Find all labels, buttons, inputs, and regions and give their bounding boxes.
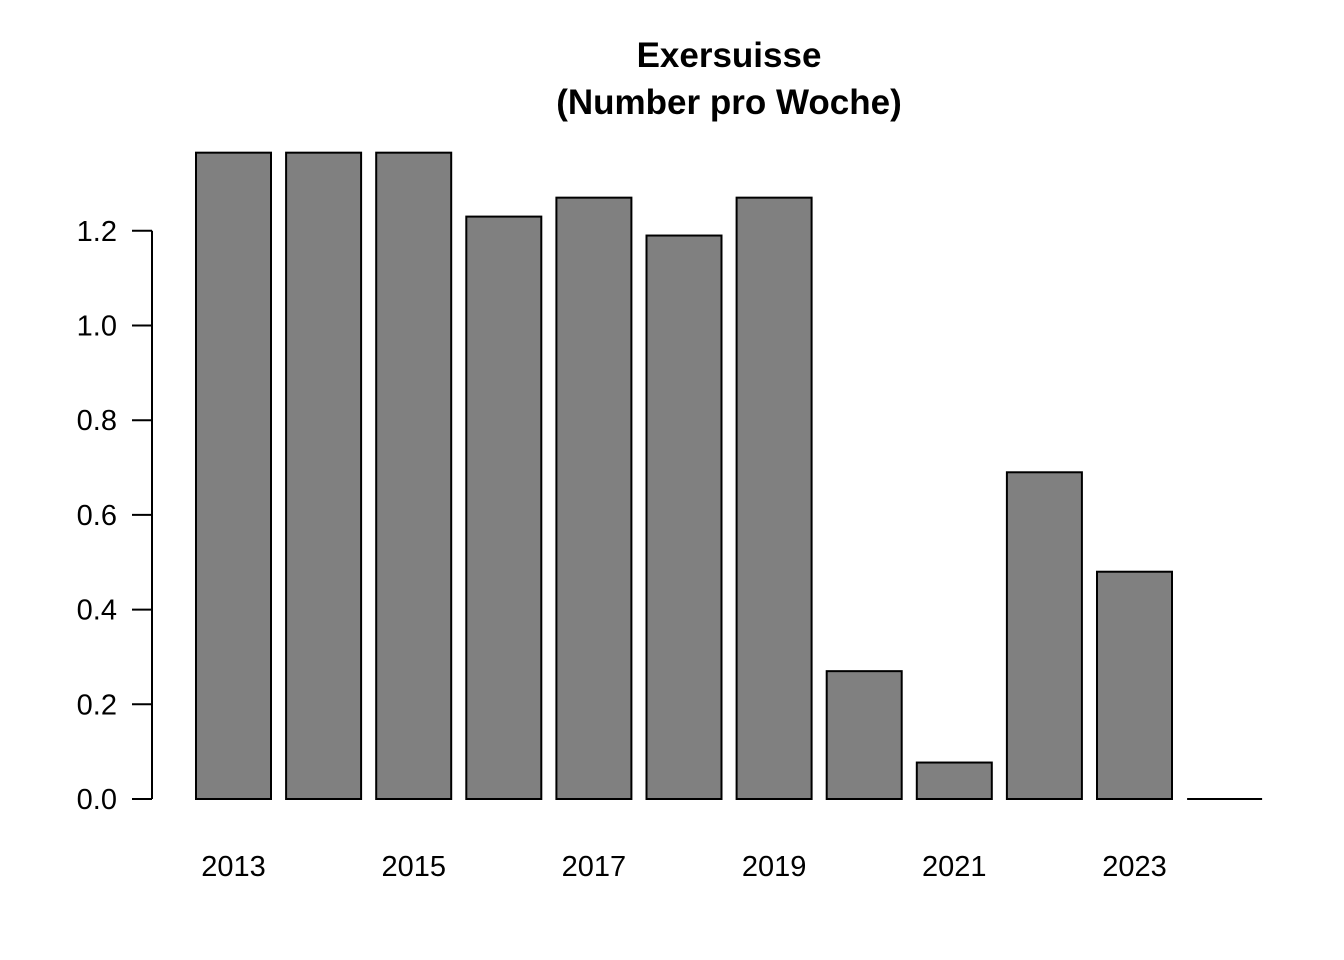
bar-2015 [375,151,453,801]
bar-2021 [915,761,993,801]
bar-2018 [645,234,723,801]
x-tick-label: 2015 [381,851,446,883]
x-tick-label: 2021 [922,851,987,883]
x-axis-labels: 2013 2015 2017 2019 2021 2023 [201,851,1167,883]
bar-series [195,151,1263,801]
x-tick-label: 2019 [742,851,807,883]
bar-2014 [285,151,363,801]
bar-2013 [195,151,272,801]
x-tick-label: 2023 [1102,851,1167,883]
y-tick-label: 0.4 [77,595,117,627]
bar-2016 [465,215,543,801]
y-tick-label: 0.8 [77,405,117,437]
chart-subtitle: (Number pro Woche) [556,83,901,122]
x-tick-label: 2013 [201,851,266,883]
y-tick-label: 0.2 [77,689,117,721]
y-tick-label: 0.0 [77,784,117,816]
bar-2022 [1005,471,1083,800]
chart-title: Exersuisse [637,36,822,75]
y-tick-label: 1.2 [77,216,117,248]
bar-2019 [735,196,813,800]
bar-2017 [555,196,633,800]
y-tick-label: 1.0 [77,311,117,343]
y-axis: 0.0 0.2 0.4 0.6 0.8 1.0 1.2 [77,216,153,816]
y-tick-label: 0.6 [77,500,117,532]
x-tick-label: 2017 [562,851,627,883]
bar-2020 [825,670,903,801]
bar-2023 [1096,570,1173,800]
